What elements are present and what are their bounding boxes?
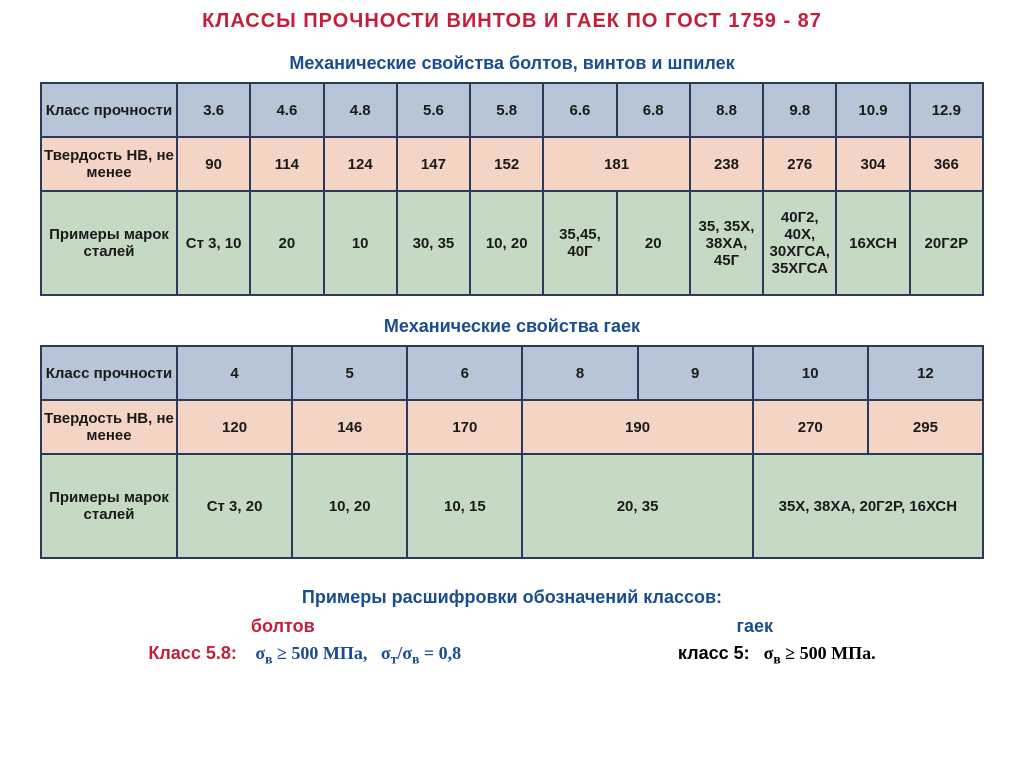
table-cell: 16ХСН xyxy=(836,191,909,295)
table-cell: 10 xyxy=(324,191,397,295)
table-cell: 152 xyxy=(470,137,543,191)
subtitle-nuts: Механические свойства гаек xyxy=(40,316,984,337)
table-cell: 35, 35X, 38XA, 45Г xyxy=(690,191,763,295)
row-header: Класс прочности xyxy=(41,346,177,400)
nuts-label: гаек xyxy=(737,616,774,637)
table-cell: 30, 35 xyxy=(397,191,470,295)
subtitle-bolts: Механические свойства болтов, винтов и ш… xyxy=(40,53,984,74)
table-cell: 124 xyxy=(324,137,397,191)
table-cell: 35X, 38XA, 20Г2Р, 16ХСН xyxy=(753,454,983,558)
table-cell: 12 xyxy=(868,346,983,400)
table-cell: 9 xyxy=(638,346,753,400)
table-cell: 5.6 xyxy=(397,83,470,137)
table-cell: 270 xyxy=(753,400,868,454)
table-cell: 304 xyxy=(836,137,909,191)
table-cell: 238 xyxy=(690,137,763,191)
table-cell: 4 xyxy=(177,346,292,400)
table-cell: 146 xyxy=(292,400,407,454)
table-cell: 6 xyxy=(407,346,522,400)
table-cell: 114 xyxy=(250,137,323,191)
table-cell: 6.8 xyxy=(617,83,690,137)
footer-section: Примеры расшифровки обозначений классов:… xyxy=(40,587,984,668)
table-cell: 20Г2Р xyxy=(910,191,983,295)
table-cell: 8.8 xyxy=(690,83,763,137)
table-cell: 190 xyxy=(522,400,752,454)
table-cell: 20 xyxy=(250,191,323,295)
table-cell: 10 xyxy=(753,346,868,400)
nut-formula-line: класс 5: σв ≥ 500 МПа. xyxy=(678,643,876,668)
table-cell: 8 xyxy=(522,346,637,400)
footer-title: Примеры расшифровки обозначений классов: xyxy=(40,587,984,608)
row-header: Примеры марок сталей xyxy=(41,191,177,295)
table-bolts: Класс прочности3.64.64.85.65.86.66.88.89… xyxy=(40,82,984,296)
table-cell: 10, 20 xyxy=(292,454,407,558)
table-cell: 40Г2, 40X, 30ХГСА, 35ХГСА xyxy=(763,191,836,295)
row-header: Примеры марок сталей xyxy=(41,454,177,558)
bolts-label: болтов xyxy=(251,616,315,637)
table-cell: 276 xyxy=(763,137,836,191)
table-cell: 4.8 xyxy=(324,83,397,137)
table-cell: 9.8 xyxy=(763,83,836,137)
table-cell: 3.6 xyxy=(177,83,250,137)
table-cell: 120 xyxy=(177,400,292,454)
table-cell: 90 xyxy=(177,137,250,191)
table-cell: 12.9 xyxy=(910,83,983,137)
row-header: Твердость HB, не менее xyxy=(41,400,177,454)
table-cell: 6.6 xyxy=(543,83,616,137)
table-cell: 366 xyxy=(910,137,983,191)
table-cell: 10.9 xyxy=(836,83,909,137)
table-cell: Ст 3, 20 xyxy=(177,454,292,558)
table-cell: 20, 35 xyxy=(522,454,752,558)
table-cell: 4.6 xyxy=(250,83,323,137)
row-header: Класс прочности xyxy=(41,83,177,137)
table-cell: 147 xyxy=(397,137,470,191)
table-cell: 10, 15 xyxy=(407,454,522,558)
table-cell: 295 xyxy=(868,400,983,454)
table-cell: 5 xyxy=(292,346,407,400)
table-cell: 10, 20 xyxy=(470,191,543,295)
row-header: Твердость HB, не менее xyxy=(41,137,177,191)
table-nuts: Класс прочности456891012 Твердость HB, не… xyxy=(40,345,984,559)
main-title: КЛАССЫ ПРОЧНОСТИ ВИНТОВ И ГАЕК ПО ГОСТ 1… xyxy=(40,10,984,33)
table-cell: 5.8 xyxy=(470,83,543,137)
table-cell: 20 xyxy=(617,191,690,295)
bolt-formula-line: Класс 5.8: σв ≥ 500 МПа, σт/σв = 0,8 xyxy=(148,643,461,668)
table-cell: 181 xyxy=(543,137,690,191)
table-cell: Ст 3, 10 xyxy=(177,191,250,295)
table-cell: 170 xyxy=(407,400,522,454)
table-cell: 35,45, 40Г xyxy=(543,191,616,295)
